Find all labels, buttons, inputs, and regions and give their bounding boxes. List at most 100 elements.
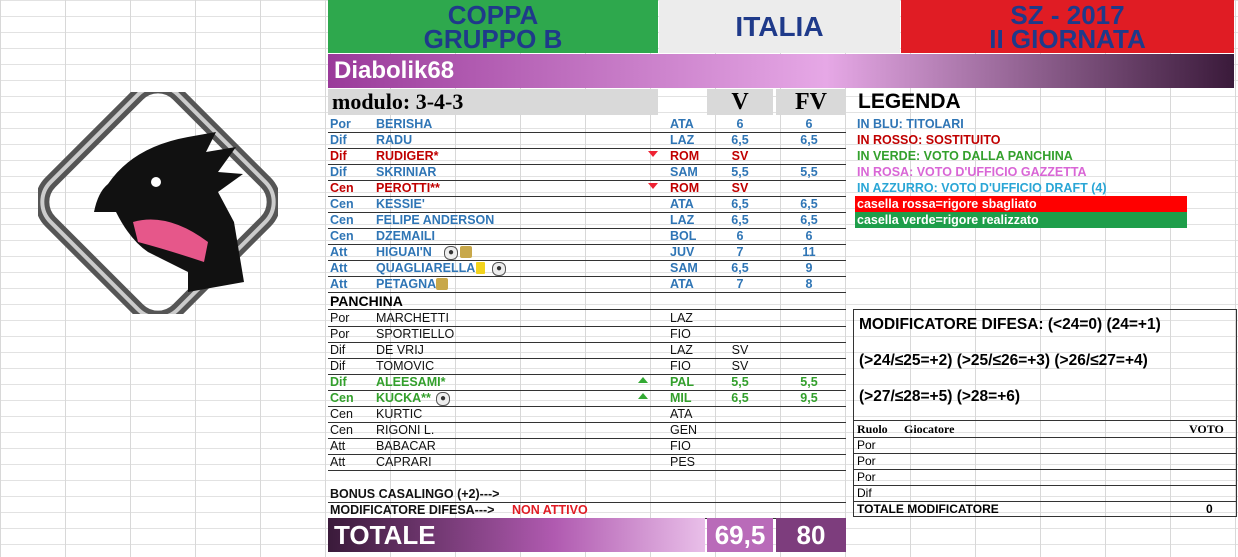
player-row: Dif RADU LAZ 6,5 6,5 <box>328 132 846 149</box>
player-team: GEN <box>670 423 698 437</box>
legend-item: IN AZZURRO: VOTO D'UFFICIO DRAFT (4) <box>857 181 1107 195</box>
player-row: Dif SKRINIAR SAM 5,5 5,5 <box>328 164 846 181</box>
player-v: 6,5 <box>731 261 749 275</box>
modulo-label: modulo: 3-4-3 <box>328 89 658 115</box>
player-v: 6 <box>736 229 744 243</box>
mod-total-value: 0 <box>1206 502 1213 516</box>
player-row: Cen KUCKA** MIL 6,5 9,5 ● <box>328 390 846 407</box>
player-name: DZEMAILI <box>376 229 436 243</box>
player-name: KURTIC <box>376 407 423 421</box>
player-role: Att <box>330 277 348 291</box>
player-row: Cen FELIPE ANDERSON LAZ 6,5 6,5 <box>328 212 846 229</box>
player-row: Att CAPRARI PES <box>328 454 846 471</box>
player-row: Por MARCHETTI LAZ <box>328 310 846 327</box>
mod-table-total: TOTALE MODIFICATORE 0 <box>854 501 1236 517</box>
player-role: Cen <box>330 181 354 195</box>
player-row: Dif ALEESAMI* PAL 5,5 5,5 <box>328 374 846 391</box>
player-name: RADU <box>376 133 413 147</box>
player-name: PEROTTI** <box>376 181 440 195</box>
player-name: QUAGLIARELLA <box>376 261 476 275</box>
player-v: 7 <box>736 277 744 291</box>
assist-boot-icon <box>436 278 448 290</box>
header-gruppo: GRUPPO B <box>423 23 563 54</box>
player-row: Por BERISHA ATA 6 6 <box>328 116 846 133</box>
player-v: SV <box>731 359 749 373</box>
player-team: ROM <box>670 149 700 163</box>
assist-boot-icon <box>460 246 472 258</box>
legend-item: casella rossa=rigore sbagliato <box>855 196 1187 212</box>
player-role: Att <box>330 439 346 453</box>
player-role: Por <box>330 311 350 325</box>
legend-title: LEGENDA <box>858 90 961 113</box>
player-row: Dif TOMOVIC FIO SV <box>328 358 846 375</box>
mod-table-row: Dif <box>854 485 1236 502</box>
player-fv: 6,5 <box>800 197 818 211</box>
modificatore-line-3: (>27/≤28=+5) (>28=+6) <box>859 388 1021 405</box>
player-role: Por <box>330 327 350 341</box>
player-team: BOL <box>670 229 697 243</box>
player-name: MARCHETTI <box>376 311 449 325</box>
bonus-casalingo-label: BONUS CASALINGO (+2)---> <box>330 487 500 501</box>
header-left: COPPA GRUPPO B <box>328 0 658 53</box>
bonus-casalingo-row: BONUS CASALINGO (+2)---> <box>328 486 846 503</box>
player-role: Dif <box>330 149 347 163</box>
mod-table-row: Por <box>854 469 1236 486</box>
goal-ball-icon: ● <box>444 246 458 260</box>
player-row: Cen RIGONI L. GEN <box>328 422 846 439</box>
player-role: Cen <box>330 229 354 243</box>
player-role: Dif <box>330 375 347 389</box>
totale-v: 69,5 <box>707 518 773 552</box>
player-name: FELIPE ANDERSON <box>376 213 495 227</box>
player-fv: 11 <box>802 245 816 259</box>
player-role: Dif <box>330 359 346 373</box>
player-role: Att <box>330 245 348 259</box>
player-name: PETAGNA <box>376 277 437 291</box>
team-name: Diabolik68 <box>328 54 1234 88</box>
totale-fv: 80 <box>776 518 846 552</box>
legend-item: IN VERDE: VOTO DALLA PANCHINA <box>857 149 1073 163</box>
player-role: Cen <box>330 423 353 437</box>
player-row: Cen KURTIC ATA <box>328 406 846 423</box>
header-coppa: COPPA <box>447 0 539 30</box>
player-v: 7 <box>736 245 744 259</box>
column-v: V <box>707 89 773 115</box>
player-row: Att HIGUAI'N JUV 7 11 ● <box>328 244 846 261</box>
player-v: 6,5 <box>731 391 749 405</box>
player-team: ATA <box>670 197 694 211</box>
yellow-card-icon <box>476 262 485 274</box>
mod-row-role: Por <box>857 454 876 468</box>
player-name: HIGUAI'N <box>376 245 432 259</box>
panchina-label: PANCHINA <box>328 292 846 310</box>
player-role: Dif <box>330 165 347 179</box>
modificatore-row: MODIFICATORE DIFESA---> NON ATTIVO <box>328 502 846 519</box>
goal-ball-icon: ● <box>436 392 450 406</box>
substitution-in-icon <box>638 377 648 383</box>
legend-item: IN ROSA: VOTO D'UFFICIO GAZZETTA <box>857 165 1087 179</box>
player-fv: 8 <box>805 277 813 291</box>
player-fv: 6,5 <box>800 133 818 147</box>
player-role: Por <box>330 117 351 131</box>
player-team: PES <box>670 455 696 469</box>
eagle-logo-icon <box>38 92 278 314</box>
player-team: ATA <box>670 277 694 291</box>
player-row: Cen DZEMAILI BOL 6 6 <box>328 228 846 245</box>
substitution-out-icon <box>648 183 658 189</box>
player-team: ATA <box>670 407 693 421</box>
mod-table-row: Por <box>854 453 1236 470</box>
player-team: SAM <box>670 165 698 179</box>
player-name: CAPRARI <box>376 455 432 469</box>
mod-row-role: Dif <box>857 486 872 500</box>
player-name: KUCKA** <box>376 391 431 405</box>
player-name: TOMOVIC <box>376 359 435 373</box>
player-v: 5,5 <box>731 375 749 389</box>
player-v: 6,5 <box>731 133 749 147</box>
goal-ball-icon: ● <box>492 262 506 276</box>
player-team: LAZ <box>670 133 695 147</box>
column-fv: FV <box>776 89 846 115</box>
player-row: Dif RUDIGER* ROM SV <box>328 148 846 165</box>
legend-item: IN ROSSO: SOSTITUITO <box>857 133 1001 147</box>
player-team: FIO <box>670 359 691 373</box>
substitution-out-icon <box>648 151 658 157</box>
player-team: LAZ <box>670 311 693 325</box>
player-role: Cen <box>330 197 354 211</box>
